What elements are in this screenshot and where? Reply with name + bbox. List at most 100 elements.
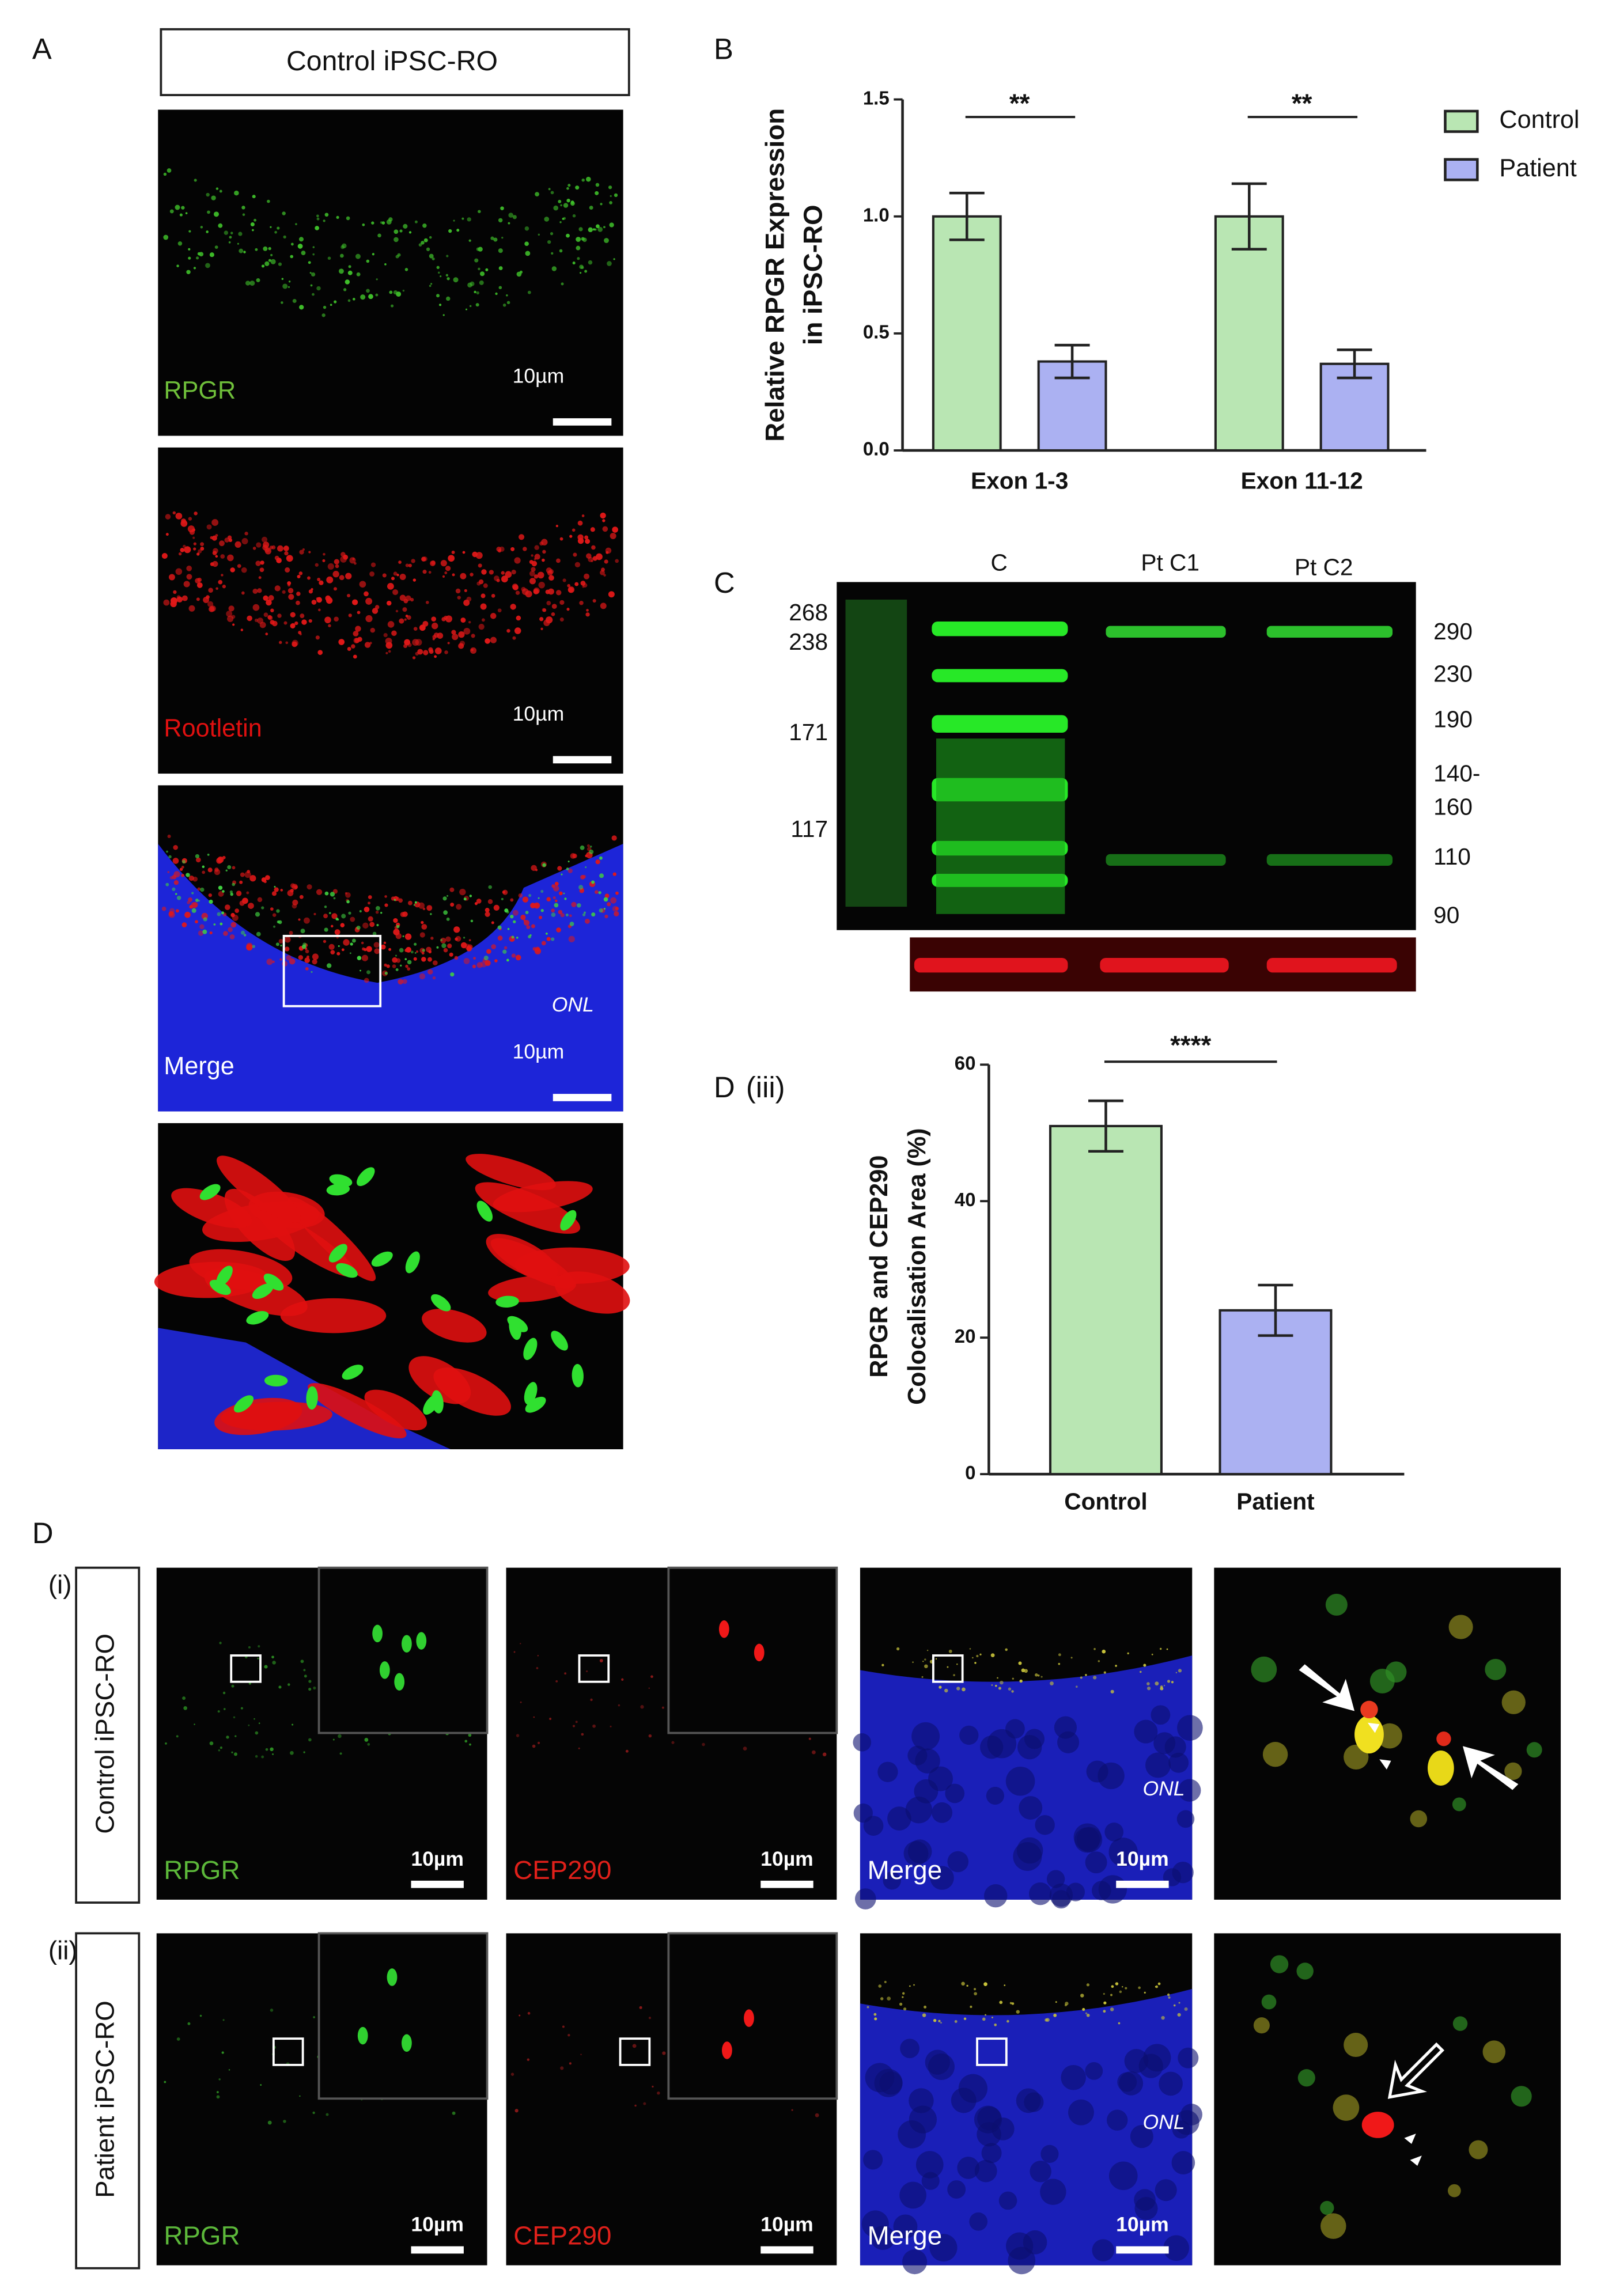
- x-tick-label: Control: [1064, 1488, 1147, 1515]
- signal-dot: [1167, 1680, 1171, 1683]
- signal-dot: [365, 597, 373, 605]
- signal-dot: [274, 585, 281, 592]
- signal-dot: [1103, 1671, 1106, 1674]
- signal-blob: [1333, 2094, 1360, 2121]
- signal-dot: [169, 908, 175, 914]
- signal-dot: [510, 914, 514, 919]
- signal-dot: [448, 229, 452, 233]
- signal-dot: [270, 1747, 274, 1752]
- signal-dot: [566, 233, 570, 238]
- signal-dot: [1175, 1672, 1178, 1673]
- signal-dot: [364, 977, 369, 983]
- signal-dot: [423, 650, 429, 656]
- signal-dot: [953, 1674, 955, 1677]
- inset: [317, 1566, 489, 1734]
- signal-dot: [303, 1669, 306, 1672]
- signal-dot: [471, 649, 474, 651]
- signal-dot: [491, 593, 495, 598]
- inset-signal: [754, 1643, 765, 1662]
- signal-dot: [218, 885, 223, 890]
- signal-dot: [1146, 1682, 1150, 1685]
- signal-dot: [198, 549, 202, 554]
- signal-dot: [557, 866, 562, 871]
- signal-dot: [1075, 1685, 1078, 1688]
- signal-dot: [572, 214, 576, 218]
- signal-dot: [305, 949, 309, 954]
- signal-dot: [188, 248, 191, 251]
- y-tick-label: 60: [955, 1052, 976, 1074]
- signal-dot: [533, 1716, 535, 1718]
- signal-dot: [585, 539, 591, 544]
- signal-dot: [994, 2023, 997, 2026]
- signal-dot: [263, 880, 267, 884]
- rpgr-signal: [329, 1174, 353, 1187]
- signal-dot: [962, 1687, 966, 1692]
- signal-dot: [510, 547, 515, 551]
- signal-dot: [1119, 1990, 1122, 1994]
- signal-dot: [375, 910, 379, 914]
- signal-dot: [567, 861, 570, 863]
- signal-dot: [545, 589, 550, 594]
- signal-dot: [169, 209, 174, 214]
- signal-dot: [470, 573, 474, 577]
- rpgr-signal: [405, 1251, 420, 1274]
- signal-dot: [180, 548, 185, 552]
- signal-dot: [547, 240, 551, 244]
- signal-dot: [340, 556, 347, 563]
- signal-dot: [493, 904, 500, 911]
- signal-dot: [614, 193, 618, 198]
- signal-dot: [429, 285, 432, 287]
- inset: [667, 1566, 838, 1734]
- signal-dot: [247, 615, 252, 622]
- marker-label: 190: [1433, 706, 1473, 732]
- signal-dot: [285, 946, 290, 952]
- signal-dot: [207, 210, 210, 214]
- signal-dot: [513, 920, 516, 923]
- signal-dot: [536, 1667, 539, 1669]
- signal-dot: [198, 930, 204, 936]
- signal-dot: [446, 917, 450, 921]
- signal-dot: [233, 1752, 238, 1756]
- y-tick-label: 40: [955, 1189, 976, 1210]
- signal-dot: [375, 905, 380, 911]
- nucleus: [893, 2214, 918, 2239]
- signal-dot: [304, 957, 311, 963]
- rootletin-fiber: [171, 1188, 252, 1229]
- signal-dot: [1125, 1987, 1127, 1990]
- signal-dot: [921, 1676, 924, 1678]
- signal-dot: [165, 514, 171, 520]
- signal-dot: [516, 937, 519, 939]
- signal-dot: [219, 540, 225, 547]
- signal-dot: [415, 950, 419, 953]
- signal-dot: [315, 226, 320, 230]
- signal-dot: [455, 588, 461, 594]
- signal-dot: [218, 579, 223, 585]
- signal-dot: [550, 232, 554, 236]
- signal-dot: [215, 534, 218, 537]
- signal-dot: [604, 893, 610, 899]
- signal-dot: [535, 869, 538, 872]
- signal-dot: [442, 314, 445, 316]
- nucleus: [1068, 2099, 1094, 2125]
- signal-dot: [562, 578, 566, 582]
- signal-dot: [413, 904, 415, 906]
- signal-dot: [481, 618, 485, 622]
- signal-dot: [466, 596, 472, 602]
- signal-dot: [176, 896, 181, 900]
- signal-dot: [170, 597, 177, 604]
- signal-dot: [476, 899, 482, 904]
- nucleus: [907, 1745, 928, 1765]
- nucleus: [1171, 2151, 1195, 2174]
- signal-dot: [308, 589, 313, 594]
- signal-dot: [985, 2014, 986, 2016]
- signal-dot: [339, 1752, 342, 1755]
- signal-dot: [360, 969, 361, 972]
- nucleus: [1143, 2044, 1171, 2072]
- marker-label: 171: [789, 719, 828, 745]
- signal-dot: [207, 601, 214, 607]
- signal-dot: [544, 217, 550, 222]
- nucleus: [909, 2105, 937, 2134]
- signal-dot: [322, 559, 326, 563]
- signal-dot: [502, 303, 506, 307]
- signal-dot: [534, 554, 540, 560]
